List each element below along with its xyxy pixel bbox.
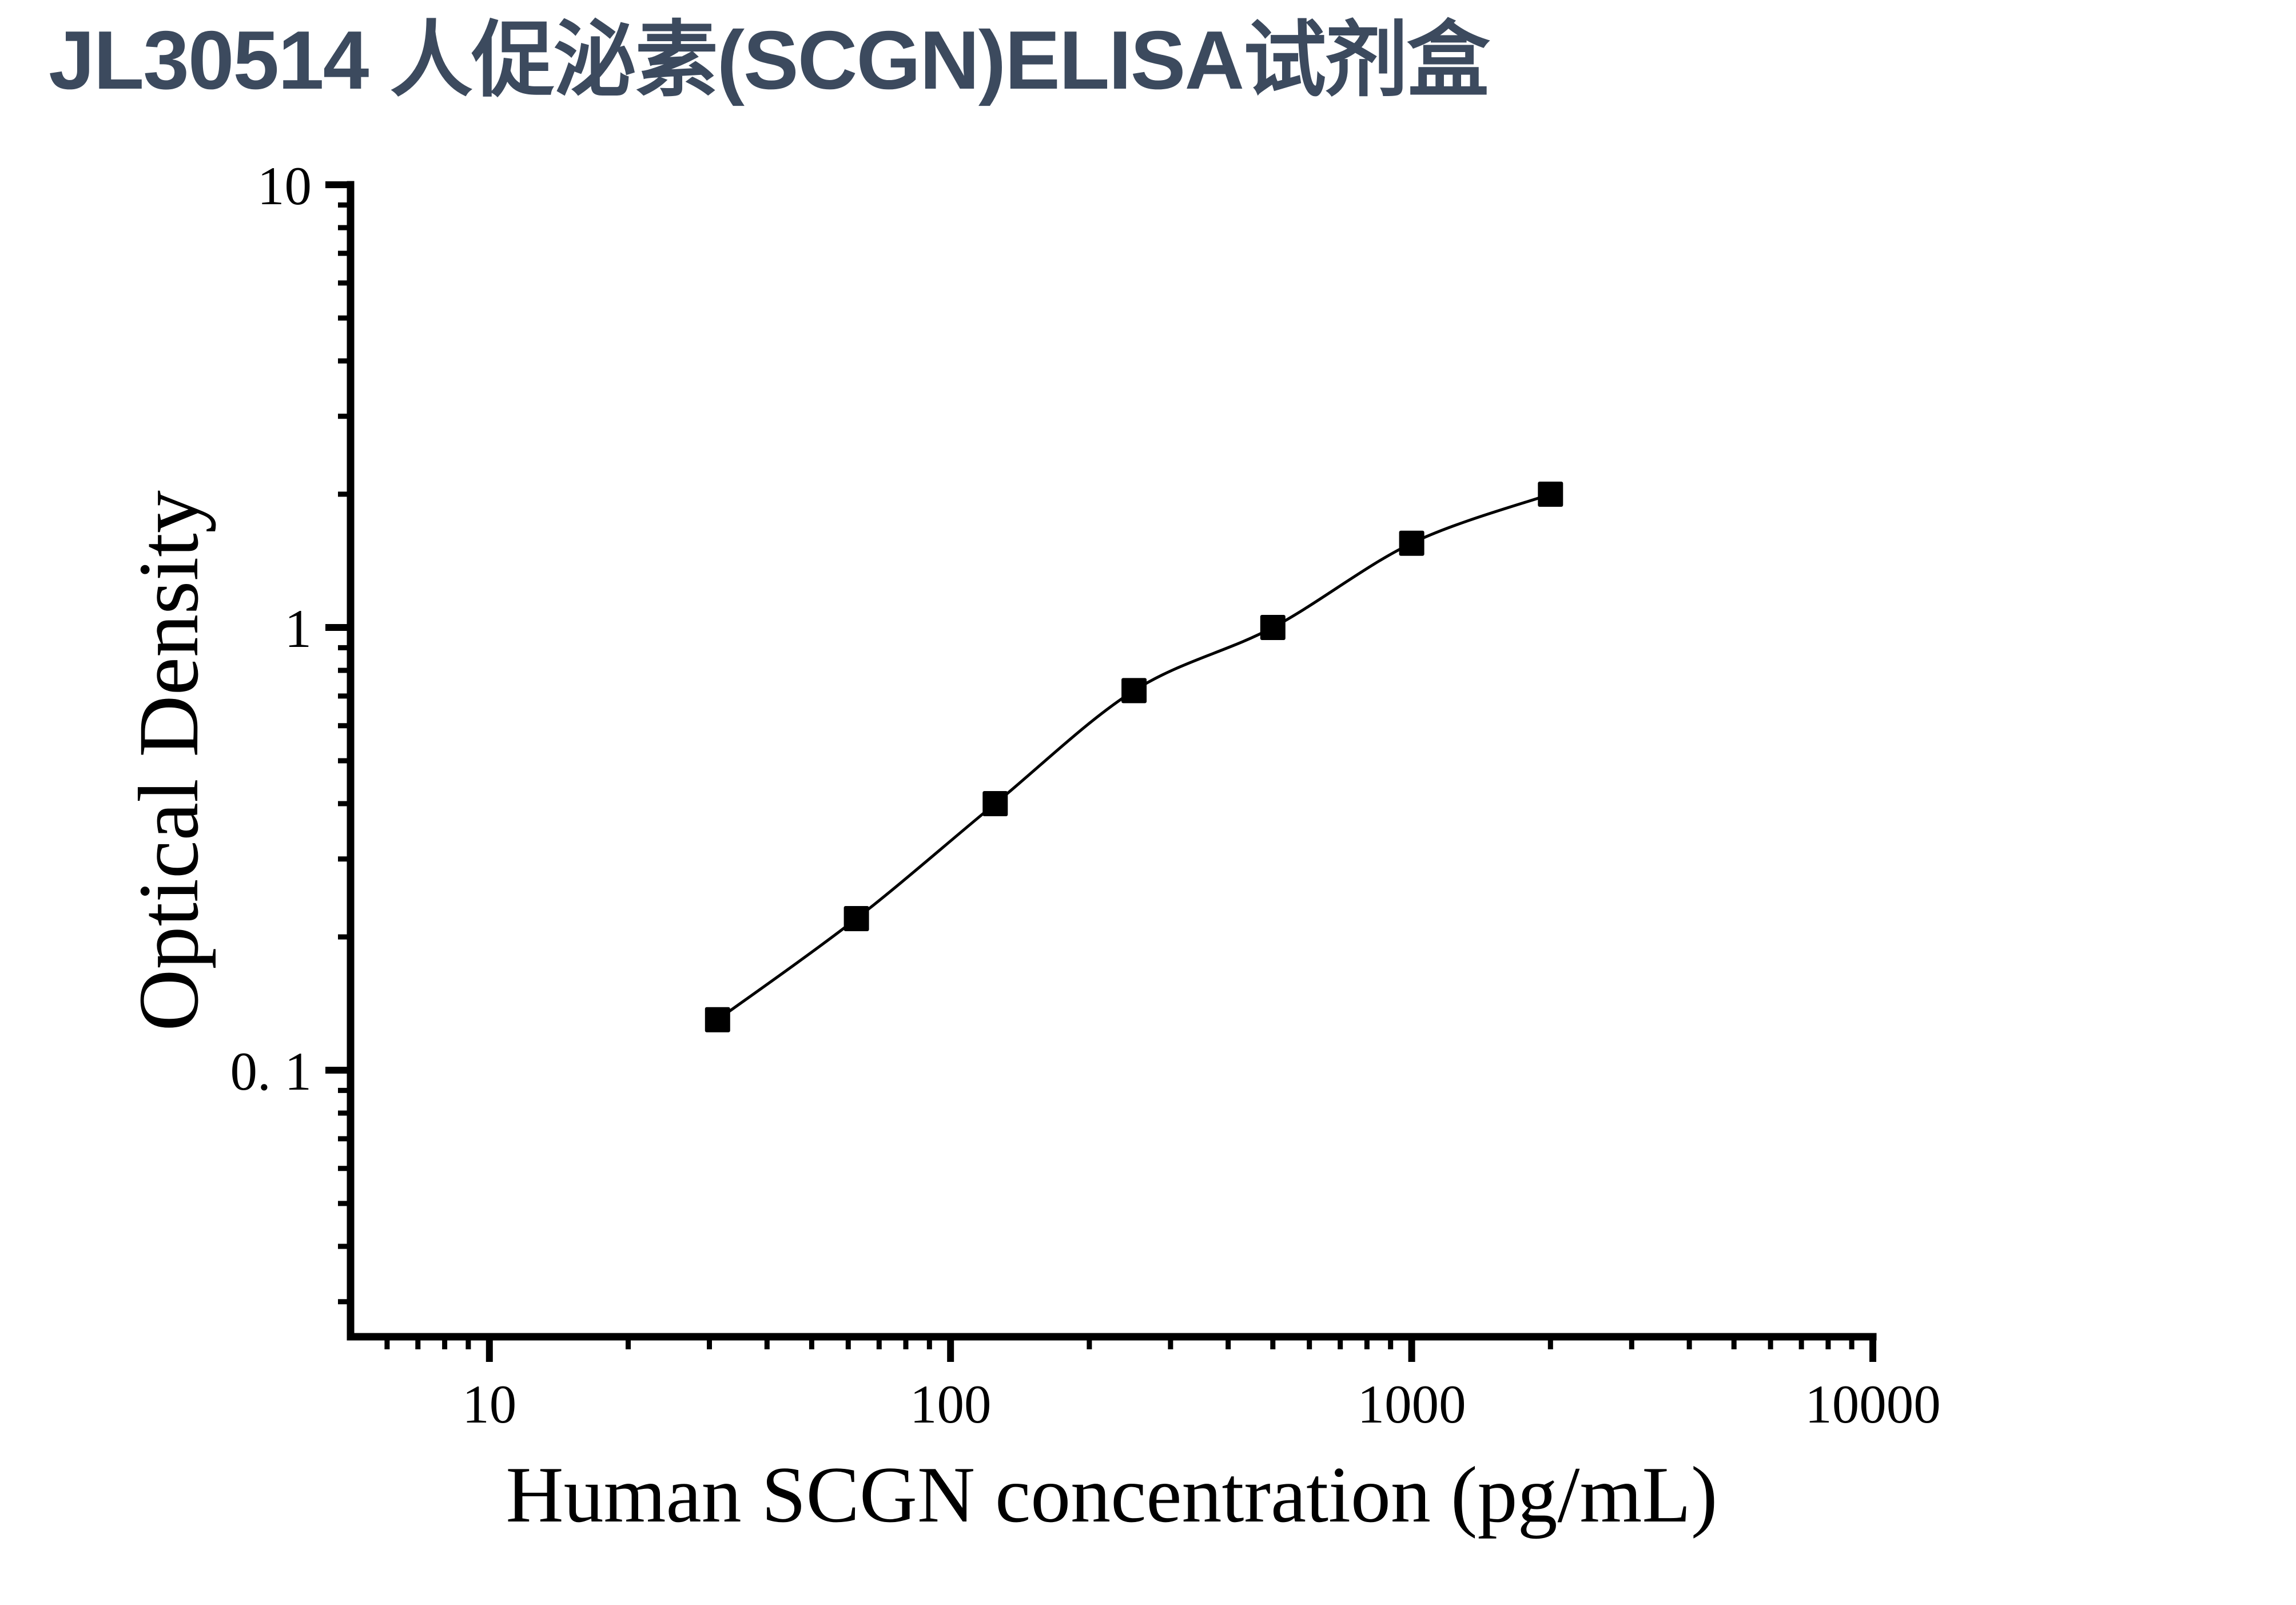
x-axis-title: Human SCGN concentration (pg/mL) bbox=[506, 1451, 1717, 1539]
data-point-marker bbox=[1538, 482, 1563, 507]
page-title: JL30514 人促泌素(SCGN)ELISA试剂盒 bbox=[49, 14, 1490, 106]
data-point-marker bbox=[1399, 530, 1424, 556]
x-tick-label: 1000 bbox=[1358, 1374, 1466, 1435]
data-point-marker bbox=[843, 906, 869, 931]
data-point-marker bbox=[705, 1007, 730, 1032]
data-point-marker bbox=[1260, 615, 1286, 640]
standard-curve-line bbox=[717, 492, 1551, 1021]
y-tick-label: 1 bbox=[285, 598, 312, 659]
axes-frame bbox=[347, 181, 1877, 1341]
y-axis-title: Optical Density bbox=[121, 490, 216, 1031]
x-tick-label: 10 bbox=[462, 1374, 516, 1435]
data-point-marker bbox=[1121, 678, 1147, 704]
x-tick-label: 100 bbox=[910, 1374, 992, 1435]
y-tick-label: 10 bbox=[257, 156, 312, 216]
data-point-marker bbox=[982, 791, 1008, 816]
y-tick-label: 0. 1 bbox=[230, 1041, 312, 1102]
x-tick-label: 10000 bbox=[1805, 1374, 1941, 1435]
